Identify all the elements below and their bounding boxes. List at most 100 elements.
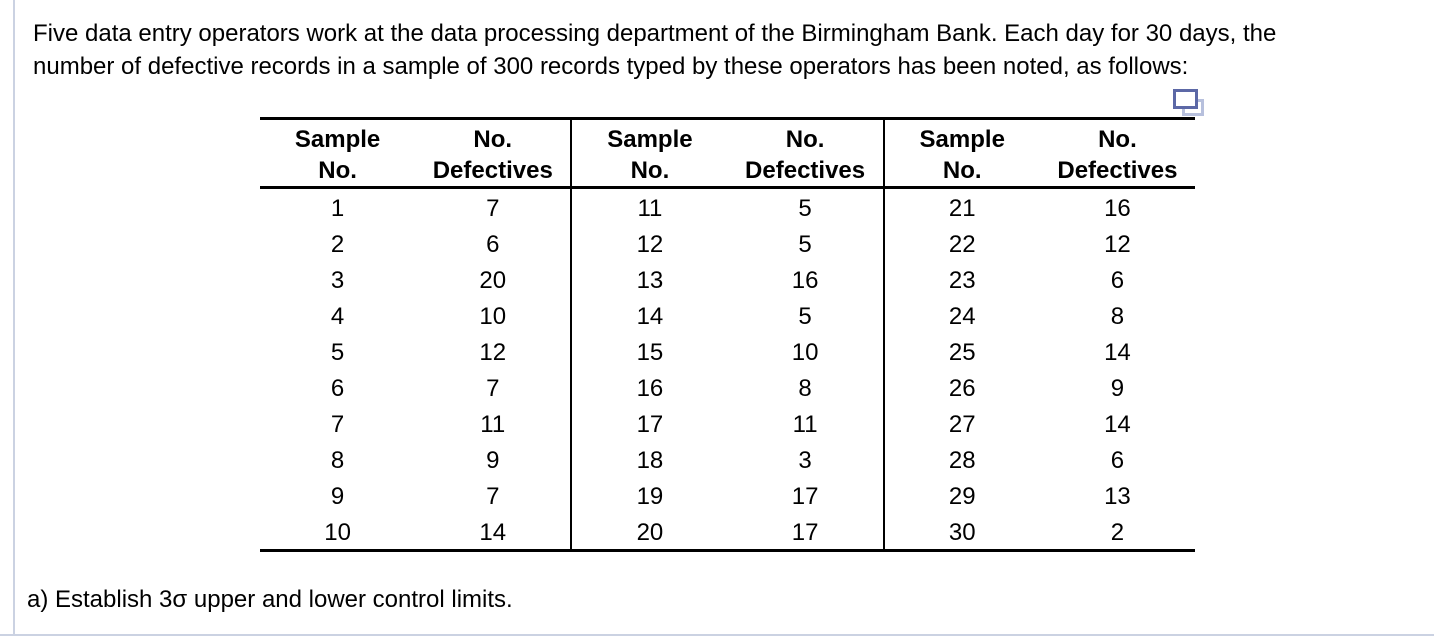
table-group-3: Sample No. No. Defectives 21 16 22 12 23 6 24 8… (882, 120, 1195, 549)
defectives-cell: 14 (479, 519, 507, 546)
header-label: Sample (919, 126, 1005, 153)
page-bottom-rule (0, 634, 1434, 636)
header-label: No. (942, 157, 982, 184)
table-row: 11 5 (572, 191, 882, 227)
defectives-cell: 20 (479, 267, 507, 294)
defectives-cell: 17 (791, 519, 819, 546)
sample-no-cell: 22 (948, 231, 976, 258)
table-row: 21 16 (885, 191, 1195, 227)
sample-no-cell: 19 (636, 483, 664, 510)
table-row: 7 11 (260, 407, 570, 443)
defectives-cell: 9 (1110, 375, 1125, 402)
defectives-cell: 16 (1104, 195, 1131, 222)
defectives-cell: 5 (798, 195, 812, 222)
table-row: 20 17 (572, 515, 882, 551)
table-row: 14 5 (572, 299, 882, 335)
sample-no-cell: 14 (636, 303, 664, 330)
header-label: No. (1098, 126, 1137, 153)
defectives-cell: 12 (1104, 231, 1131, 258)
defectives-cell: 14 (1104, 339, 1131, 366)
defectives-header: No. Defectives (415, 120, 570, 186)
sample-no-cell: 2 (330, 231, 345, 258)
table-group-header: Sample No. No. Defectives (572, 120, 883, 189)
problem-intro-line1: Five data entry operators work at the da… (33, 20, 1277, 47)
defectives-cell: 3 (798, 447, 812, 474)
table-row: 4 10 (260, 299, 570, 335)
sample-no-cell: 7 (330, 411, 345, 438)
sample-no-cell: 24 (948, 303, 976, 330)
table-row: 24 8 (885, 299, 1195, 335)
sample-no-cell: 18 (636, 447, 664, 474)
table-row: 22 12 (885, 227, 1195, 263)
sample-no-cell: 26 (948, 375, 976, 402)
defectives-cell: 11 (792, 411, 818, 438)
table-row: 12 5 (572, 227, 882, 263)
defectives-cell: 14 (1104, 411, 1131, 438)
defectives-cell: 16 (791, 267, 819, 294)
header-label: Defectives (745, 157, 866, 184)
table-row: 19 17 (572, 479, 882, 515)
page-left-rule (13, 0, 15, 636)
table-row: 18 3 (572, 443, 882, 479)
table-row: 29 13 (885, 479, 1195, 515)
problem-intro: Five data entry operators work at the da… (33, 17, 1413, 83)
header-label: No. (630, 157, 670, 184)
sample-no-cell: 27 (948, 411, 976, 438)
header-label: Sample (607, 126, 693, 153)
header-label: Defectives (1057, 157, 1178, 184)
sample-no-cell: 12 (636, 231, 664, 258)
header-label: No. (318, 157, 357, 184)
table-row: 10 14 (260, 515, 570, 551)
copy-icon-front-rect (1173, 89, 1198, 109)
defectives-header: No. Defectives (728, 120, 883, 186)
sample-no-cell: 13 (636, 267, 664, 294)
sample-no-header: Sample No. (572, 120, 727, 186)
table-row: 28 6 (885, 443, 1195, 479)
table-row: 3 20 (260, 263, 570, 299)
defectives-cell: 10 (791, 339, 819, 366)
data-table: Sample No. No. Defectives 1 7 2 6 3 20 4 10 5 12 6… (260, 117, 1195, 552)
sample-no-cell: 5 (330, 339, 345, 366)
sample-no-cell: 8 (330, 447, 345, 474)
sample-no-cell: 1 (330, 195, 345, 222)
sample-no-cell: 4 (330, 303, 345, 330)
defectives-header: No. Defectives (1040, 120, 1195, 186)
sample-no-cell: 16 (636, 375, 664, 402)
defectives-cell: 7 (486, 195, 500, 222)
sample-no-cell: 21 (948, 195, 976, 222)
table-group-body: 11 5 12 5 13 16 14 5 15 10 16 8 17 11 18 3 19 17 20 17 (572, 189, 882, 549)
header-label: No. (473, 126, 513, 153)
defectives-cell: 6 (1110, 267, 1125, 294)
table-group-body: 1 7 2 6 3 20 4 10 5 12 6 7 7 11 8 9 9 7 10 14 (260, 189, 570, 549)
header-label: Sample (294, 126, 381, 153)
defectives-cell: 11 (480, 411, 506, 438)
defectives-cell: 8 (798, 375, 812, 402)
table-group-1: Sample No. No. Defectives 1 7 2 6 3 20 4 10 5 12 6… (260, 120, 571, 549)
sample-no-cell: 28 (948, 447, 976, 474)
table-row: 5 12 (260, 335, 570, 371)
sample-no-cell: 23 (948, 267, 976, 294)
copy-icon[interactable] (1173, 89, 1207, 120)
defectives-cell: 7 (486, 375, 500, 402)
defectives-cell: 2 (1110, 519, 1125, 546)
sample-no-cell: 25 (948, 339, 976, 366)
sample-no-cell: 11 (637, 195, 663, 222)
table-row: 27 14 (885, 407, 1195, 443)
sample-no-cell: 29 (948, 483, 976, 510)
header-label: Defectives (432, 157, 553, 184)
table-group-header: Sample No. No. Defectives (260, 120, 571, 189)
sample-no-cell: 3 (330, 267, 345, 294)
sample-no-cell: 20 (636, 519, 664, 546)
defectives-cell: 5 (798, 303, 812, 330)
defectives-cell: 6 (486, 231, 500, 258)
sample-no-cell: 6 (330, 375, 345, 402)
table-row: 23 6 (885, 263, 1195, 299)
defectives-cell: 13 (1104, 483, 1131, 510)
problem-intro-line2: number of defective records in a sample … (33, 53, 1189, 80)
